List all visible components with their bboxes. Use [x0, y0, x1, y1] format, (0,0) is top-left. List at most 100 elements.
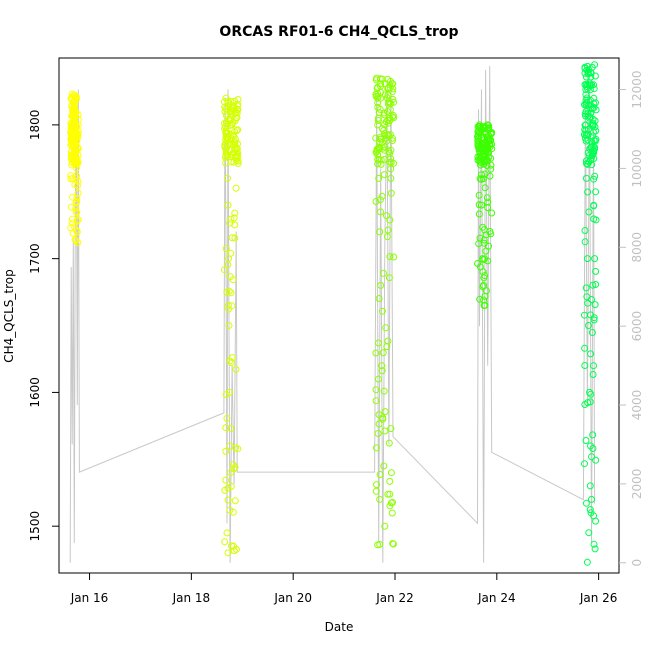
data-point-rf03 [386, 490, 394, 498]
data-point-rf03 [375, 420, 383, 428]
data-point-rf03 [387, 499, 395, 507]
data-point-rf01 [72, 147, 80, 155]
data-point-rf03 [380, 269, 387, 277]
data-point-rf01 [72, 154, 80, 162]
data-point-rf05 [592, 456, 600, 464]
data-point-rf04 [482, 287, 490, 295]
data-point-rf05 [589, 119, 597, 127]
data-point-rf05 [584, 136, 592, 144]
data-point-rf02 [228, 542, 235, 550]
data-point-rf05 [586, 506, 594, 514]
data-point-rf02 [228, 110, 235, 118]
data-point-rf03 [372, 134, 380, 142]
data-point-rf05 [586, 482, 594, 490]
data-point-rf02 [225, 117, 233, 125]
data-point-rf03 [375, 295, 383, 302]
data-point-rf01 [70, 223, 78, 231]
data-point-rf05 [581, 69, 589, 77]
data-point-rf05 [583, 83, 591, 90]
y2-tick-label: 10000 [630, 149, 644, 187]
data-point-rf03 [374, 430, 382, 437]
data-point-rf05 [588, 495, 595, 503]
data-point-rf05 [590, 215, 598, 223]
data-point-rf03 [384, 226, 392, 234]
data-point-rf02 [221, 486, 229, 494]
data-point-rf05 [589, 150, 597, 158]
data-point-rf05 [585, 322, 592, 329]
data-point-rf01 [69, 219, 76, 227]
data-point-rf02 [227, 146, 235, 154]
data-point-rf03 [378, 367, 386, 375]
data-point-rf02 [224, 496, 232, 504]
data-point-rf01 [68, 138, 76, 146]
data-point-rf02 [231, 463, 239, 471]
data-point-rf03 [376, 196, 384, 204]
data-point-rf03 [386, 477, 394, 485]
data-point-rf03 [381, 427, 389, 435]
x-tick-label: Jan 26 [579, 591, 618, 605]
data-point-rf04 [480, 281, 488, 289]
data-point-rf01 [74, 189, 82, 197]
x-tick-label: Jan 20 [273, 591, 312, 605]
data-point-rf01 [73, 209, 81, 217]
data-point-rf04 [483, 134, 491, 142]
data-point-rf05 [589, 105, 596, 113]
data-point-rf01 [71, 94, 79, 102]
data-point-rf02 [231, 209, 239, 217]
data-point-rf03 [374, 121, 382, 129]
x-axis-title: Date [325, 620, 354, 634]
data-point-rf03 [372, 198, 380, 205]
data-point-rf05 [586, 388, 593, 396]
y2-tick-label: 8000 [630, 232, 644, 263]
y-axis-right: 0 2000 4000 6000 8000 10000 12000 [619, 70, 644, 567]
data-point-rf03 [374, 103, 382, 111]
data-point-rf05 [590, 316, 598, 324]
data-point-rf02 [234, 100, 242, 108]
data-point-rf01 [72, 237, 80, 245]
data-point-rf04 [479, 256, 487, 264]
data-point-rf04 [476, 142, 484, 150]
data-point-rf02 [234, 149, 242, 157]
data-point-rf01 [71, 145, 78, 153]
data-point-rf02 [227, 249, 235, 257]
data-point-rf02 [226, 219, 234, 227]
data-point-rf05 [592, 106, 600, 114]
data-point-rf03 [389, 113, 397, 121]
data-point-rf04 [474, 128, 482, 136]
data-point-rf04 [480, 157, 488, 165]
data-point-rf04 [487, 165, 495, 173]
data-point-rf02 [230, 102, 238, 110]
data-point-rf03 [386, 149, 394, 157]
altitude-trace-line [69, 65, 596, 563]
data-point-rf03 [376, 144, 384, 152]
data-point-rf03 [375, 375, 382, 383]
y-tick-label: 1600 [28, 377, 42, 408]
data-point-rf01 [69, 193, 76, 201]
data-point-rf05 [581, 238, 589, 246]
x-tick-label: Jan 22 [375, 591, 414, 605]
data-point-rf02 [221, 538, 229, 546]
data-point-rf03 [379, 349, 387, 357]
data-point-rf03 [380, 126, 388, 134]
data-point-rf03 [378, 362, 386, 370]
data-point-rf03 [380, 462, 388, 470]
data-point-rf03 [383, 343, 391, 351]
data-point-rf05 [586, 96, 594, 104]
y-axis-left: 1500 1600 1700 1800 [28, 110, 59, 541]
data-point-rf03 [375, 411, 383, 419]
data-point-rf05 [592, 517, 600, 525]
data-point-rf02 [232, 108, 240, 116]
data-point-rf03 [387, 165, 395, 173]
data-point-rf05 [591, 145, 598, 153]
data-point-rf05 [581, 126, 589, 134]
data-point-rf02 [233, 114, 241, 121]
data-point-rf04 [476, 175, 484, 183]
data-point-rf04 [483, 194, 491, 202]
data-point-rf01 [73, 137, 81, 145]
data-point-rf02 [233, 145, 241, 153]
data-point-rf02 [225, 139, 233, 147]
x-axis: Jan 16 Jan 18 Jan 20 Jan 22 Jan 24 Jan 26 [70, 572, 618, 605]
chart-title: ORCAS RF01-6 CH4_QCLS_trop [219, 24, 458, 40]
y2-tick-label: 4000 [630, 390, 644, 421]
data-point-rf03 [373, 444, 380, 452]
